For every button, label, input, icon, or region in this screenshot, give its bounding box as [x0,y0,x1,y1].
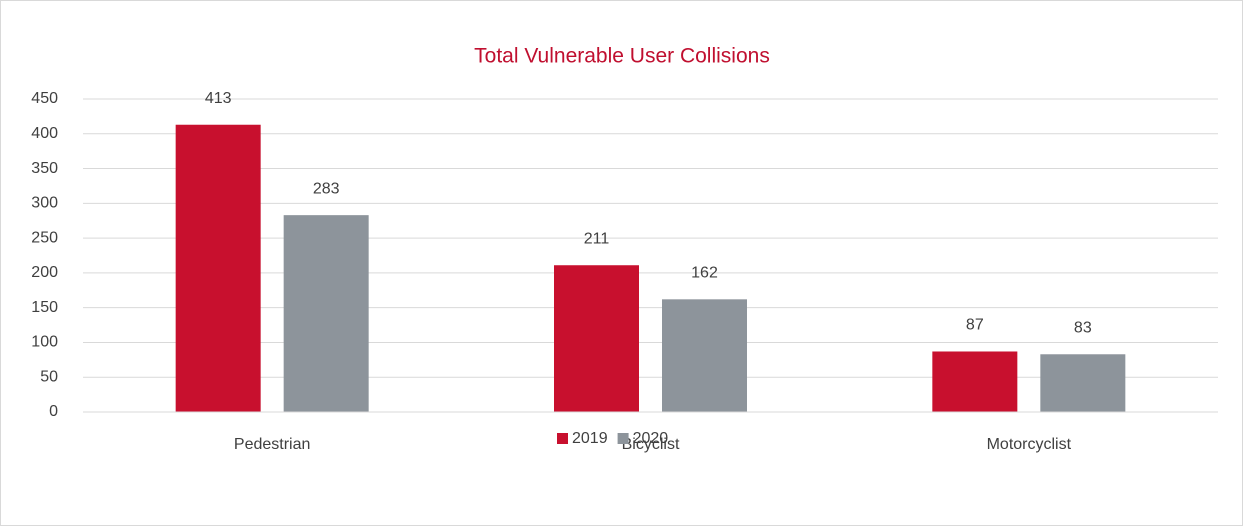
data-label: 162 [691,265,718,282]
data-label: 413 [205,90,232,107]
bar [1040,354,1126,412]
legend-label: 2019 [572,430,608,447]
legend-swatch [617,433,629,444]
bar [554,265,639,412]
bar [175,124,261,412]
y-tick-label: 100 [31,334,58,351]
y-tick-label: 350 [31,160,58,177]
y-tick-label: 200 [31,264,58,281]
chart-title: Total Vulnerable User Collisions [474,45,770,68]
data-label: 87 [966,317,984,334]
y-tick-label: 50 [40,368,58,385]
y-tick-label: 0 [49,403,58,420]
legend-label: 2020 [633,430,669,447]
bar [662,299,747,412]
y-tick-label: 300 [31,195,58,212]
bar [283,215,369,412]
x-tick-label: Bicyclist [622,436,680,453]
data-label: 283 [313,180,340,197]
x-tick-label: Pedestrian [234,436,311,453]
legend-swatch [557,433,568,444]
data-label: 83 [1074,319,1092,336]
x-tick-label: Motorcyclist [987,436,1072,453]
y-tick-label: 250 [31,229,58,246]
data-label: 211 [584,230,610,247]
y-tick-label: 400 [31,125,58,142]
bar [932,351,1018,412]
y-tick-label: 150 [31,299,58,316]
y-tick-label: 450 [31,90,58,107]
